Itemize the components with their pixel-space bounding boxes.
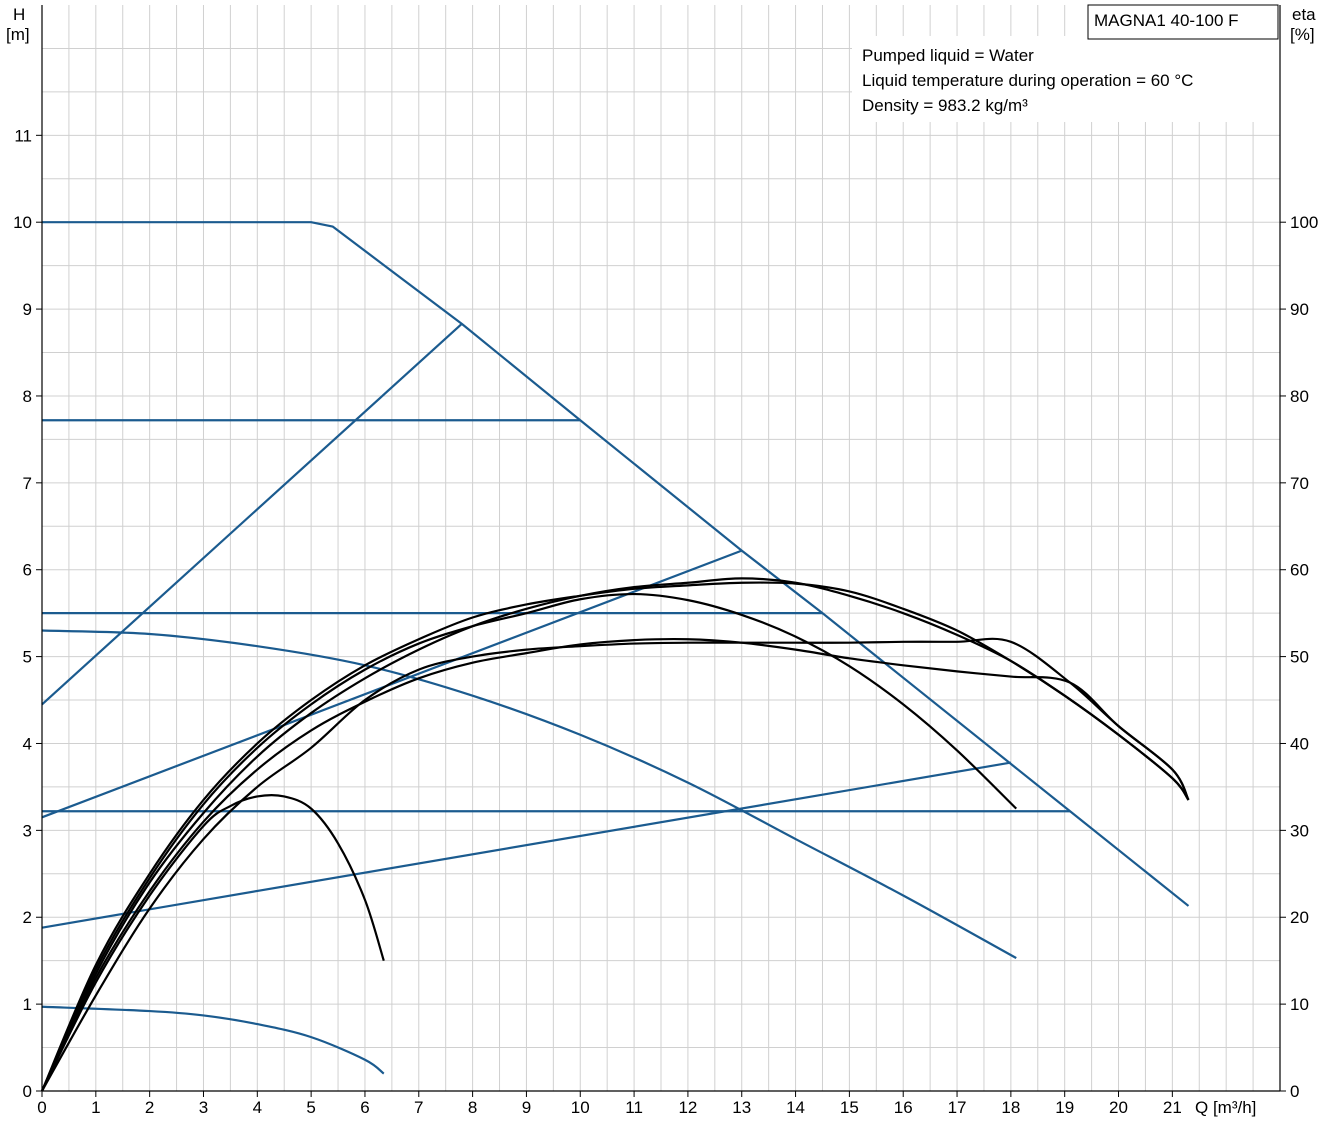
- x-tick-label: 13: [732, 1098, 751, 1117]
- y2-axis-label: eta: [1292, 5, 1316, 24]
- x-tick-label: 4: [253, 1098, 262, 1117]
- x-tick-label: 2: [145, 1098, 154, 1117]
- info-line-liquid-temperature: Liquid temperature during operation = 60…: [862, 71, 1193, 90]
- x-tick-label: 19: [1055, 1098, 1074, 1117]
- x-tick-label: 20: [1109, 1098, 1128, 1117]
- x-tick-label: 14: [786, 1098, 805, 1117]
- y-tick-label: 10: [13, 213, 32, 232]
- info-line-pumped-liquid: Pumped liquid = Water: [862, 46, 1034, 65]
- head-curve-max-head-constant-curve: [42, 221, 1190, 907]
- x-tick-label: 6: [360, 1098, 369, 1117]
- x-tick-label: 18: [1001, 1098, 1020, 1117]
- y2-tick-label: 20: [1290, 908, 1309, 927]
- y2-tick-label: 90: [1290, 300, 1309, 319]
- y-axis-unit: [m]: [6, 25, 30, 44]
- y-tick-label: 3: [23, 821, 32, 840]
- y-tick-label: 0: [23, 1082, 32, 1101]
- y-tick-label: 4: [23, 734, 32, 753]
- y2-tick-label: 0: [1290, 1082, 1299, 1101]
- head-curve-constant-curve-mid: [41, 629, 1017, 960]
- x-tick-label: 21: [1163, 1098, 1182, 1117]
- x-tick-label: 15: [840, 1098, 859, 1117]
- head-curve-constant-curve-min: [41, 1005, 385, 1075]
- x-tick-label: 1: [91, 1098, 100, 1117]
- y-tick-label: 8: [23, 387, 32, 406]
- curve-layer: [40, 221, 1190, 1092]
- efficiency-curve-4: [41, 637, 1190, 1092]
- x-tick-label: 17: [948, 1098, 967, 1117]
- y-tick-label: 1: [23, 995, 32, 1014]
- efficiency-curve-6: [40, 581, 1190, 1092]
- grid-layer: [42, 5, 1280, 1091]
- model-box: [1087, 4, 1279, 40]
- y2-tick-label: 70: [1290, 474, 1309, 493]
- model-label: MAGNA1 40-100 F: [1094, 11, 1239, 30]
- x-tick-label: 3: [199, 1098, 208, 1117]
- x-tick-label: 0: [37, 1098, 46, 1117]
- y-tick-label: 9: [23, 300, 32, 319]
- y2-tick-label: 30: [1290, 821, 1309, 840]
- y2-tick-label: 80: [1290, 387, 1309, 406]
- y2-tick-label: 50: [1290, 648, 1309, 667]
- head-curve-proportional-pressure-min: [41, 761, 1012, 929]
- x-tick-label: 16: [894, 1098, 913, 1117]
- axis-layer: 0 1 2 3 4 5 6 7 8 9 10 11 12 13 14 15 16 17 18 19 20 21012345…: [13, 5, 1318, 1117]
- y2-tick-label: 10: [1290, 995, 1309, 1014]
- x-axis-label: Q [m³/h]: [1195, 1098, 1256, 1117]
- efficiency-curve-2: [40, 592, 1018, 1092]
- x-tick-label: 9: [522, 1098, 531, 1117]
- y-tick-label: 6: [23, 561, 32, 580]
- y-axis-label: H: [13, 5, 25, 24]
- efficiency-curve-3: [41, 637, 1190, 1092]
- y2-tick-label: 100: [1290, 213, 1318, 232]
- y-tick-label: 2: [23, 908, 32, 927]
- y2-axis-unit: [%]: [1290, 25, 1315, 44]
- y2-tick-label: 40: [1290, 734, 1309, 753]
- info-box-background: [852, 36, 1280, 122]
- x-tick-label: 7: [414, 1098, 423, 1117]
- y-tick-label: 11: [14, 126, 32, 145]
- info-line-density: Density = 983.2 kg/m³: [862, 96, 1028, 115]
- y-tick-label: 7: [23, 474, 32, 493]
- y-tick-label: 5: [23, 648, 32, 667]
- efficiency-curve-1: [41, 794, 385, 1092]
- x-tick-label: 10: [571, 1098, 590, 1117]
- x-tick-label: 11: [625, 1098, 643, 1117]
- y2-tick-label: 60: [1290, 561, 1309, 580]
- head-curve-proportional-pressure-max: [41, 323, 463, 706]
- x-tick-label: 8: [468, 1098, 477, 1117]
- x-tick-label: 12: [678, 1098, 697, 1117]
- x-tick-label: 5: [306, 1098, 315, 1117]
- efficiency-curve-5: [41, 577, 1190, 1092]
